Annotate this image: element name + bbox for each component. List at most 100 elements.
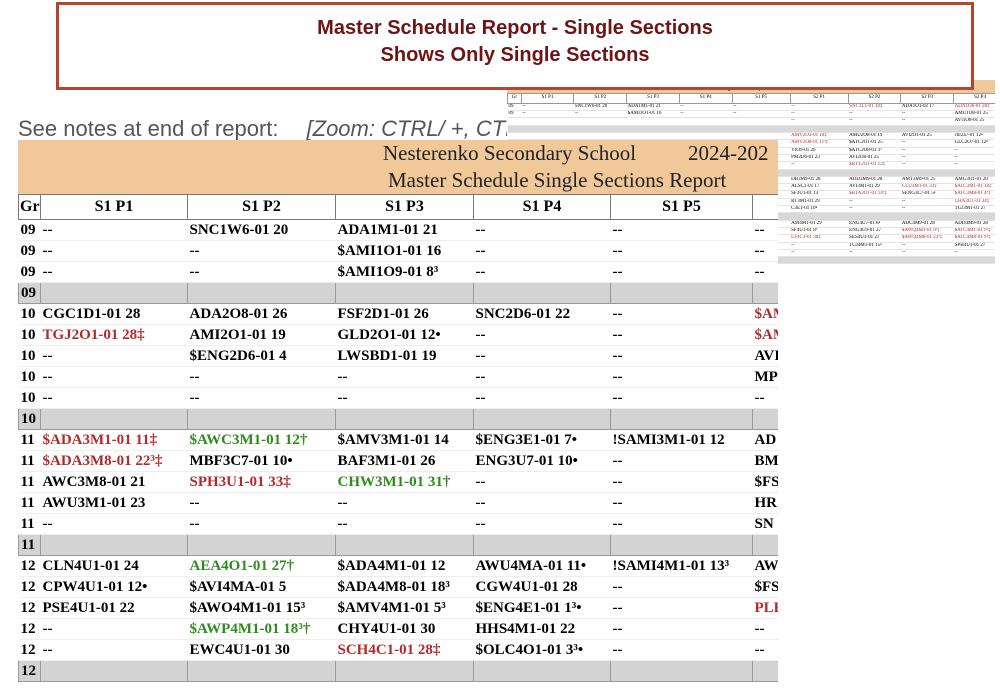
section: -- [610, 366, 753, 388]
empty-cell [610, 660, 753, 682]
grade: 11 [18, 429, 41, 451]
grade: 10 [18, 387, 41, 409]
empty-cell [752, 660, 778, 682]
column-header: S1 P1 [40, 194, 188, 220]
grade: 10 [18, 366, 41, 388]
header-row: Gr S1 P1 S1 P2 S1 P3 S1 P4 S1 P5 [18, 194, 778, 220]
section: SN [752, 513, 778, 535]
title: Master Schedule Report - Single Sections [317, 17, 713, 39]
empty-cell [521, 125, 574, 134]
thumb-column-header: S1 P3 [626, 92, 680, 104]
thumb-column-header: S1 P1 [520, 92, 575, 104]
school: Nesterenko Secondary School [383, 141, 637, 165]
row: 10 -- $ENG2D6-01 4 LWSBD1-01 19 -- -- AVI [18, 345, 778, 367]
section: PSE4U1-01 22 [40, 597, 188, 619]
thumb-section: -- [953, 161, 995, 170]
thumb-section: VIO9-01 26 [790, 147, 849, 155]
section: SNC2D6-01 22 [473, 303, 611, 325]
empty-cell [732, 117, 791, 126]
section: MBF3C7-01 10• [187, 450, 336, 472]
separator-row: 09 [18, 282, 778, 304]
thumb-section: -- [900, 147, 954, 155]
empty-cell [679, 117, 733, 126]
thumb-section: -- [790, 110, 849, 119]
row: 11 -- -- -- -- -- SN [18, 513, 778, 535]
section: -- [473, 324, 611, 346]
thumb-section: ADA1O1-02 17 [900, 103, 954, 112]
section: !SAMI3M1-01 12 [610, 429, 753, 451]
thumb-section: AMT3M9-01 25 [900, 176, 954, 185]
thumb-column-header: S1 P5 [731, 92, 791, 104]
section: SNC1W6-01 20 [187, 219, 336, 241]
section: $AMV3M1-01 14 [335, 429, 474, 451]
empty-cell [679, 132, 733, 141]
section: -- [610, 450, 753, 472]
empty-cell [790, 256, 849, 265]
grade: 09 [18, 282, 41, 304]
empty-cell [473, 282, 611, 304]
thumb-section: AMG3O1-01 20 [953, 176, 995, 185]
thumb-row: AMV2O1-01 18‡ AMU2O8-01 19 AVI2O1-01 25 chr… [507, 132, 995, 141]
thumb-section: -- [679, 110, 733, 119]
thumb-section: GLC2O7-01 12• [953, 139, 995, 148]
thumb-section: ADA1O8-01 28‡ [953, 103, 995, 112]
section: CHY4U1-01 30 [335, 618, 474, 640]
empty-cell [335, 282, 474, 304]
thumb-section: -- [521, 103, 574, 112]
row: 12 -- EWC4U1-01 30 SCH4C1-01 28‡ $OLC4O1-01 … [18, 639, 778, 661]
empty-cell [573, 125, 627, 134]
thumb-section: ADD4M9-01 28 [953, 220, 995, 228]
section: $ADA3M8-01 22³‡ [40, 450, 188, 472]
thumb-section: -- [790, 103, 849, 112]
section: -- [40, 366, 188, 388]
grade: 12 [18, 555, 41, 577]
grade: 12 [18, 576, 41, 598]
subtitle: Shows Only Single Sections [380, 44, 650, 66]
empty-cell [610, 534, 753, 556]
section: -- [610, 303, 753, 325]
section: -- [473, 240, 611, 262]
empty-cell [900, 256, 954, 265]
empty-cell [40, 660, 188, 682]
thumb-section: -- [790, 242, 849, 250]
thumb-section: $ATC4M8-01 9³‡ [953, 234, 995, 243]
grade: 09 [18, 219, 41, 241]
thumb-section: -- [848, 117, 901, 126]
grade: 10 [18, 345, 41, 367]
section: -- [610, 618, 753, 640]
section: -- [610, 576, 753, 598]
empty-cell [953, 256, 995, 265]
section: -- [752, 618, 778, 640]
row: 09 -- -- $AMI1O1-01 16 -- -- -- [18, 240, 778, 262]
section: $AM [752, 303, 778, 325]
empty-cell [848, 212, 901, 221]
empty-cell [335, 660, 474, 682]
thumb-section: ENG4U7-01 8• [848, 220, 901, 228]
thumb-column-header: S2 P2 [847, 92, 902, 104]
thumb-section: -- [732, 103, 791, 112]
empty-cell [573, 117, 627, 126]
thumb-section: ADD3M9-01 28 [848, 176, 901, 185]
empty-cell [679, 125, 733, 134]
thumb-section: TGJ3M1-01 27 [953, 205, 995, 214]
section: -- [473, 492, 611, 514]
thumb-section: -- [521, 110, 574, 119]
section: CGW4U1-01 28 [473, 576, 611, 598]
section: -- [610, 324, 753, 346]
empty-cell [848, 125, 901, 134]
empty-cell [521, 117, 574, 126]
grade: 10 [18, 324, 41, 346]
section: $ADA4M8-01 18³ [335, 576, 474, 598]
thumb-section: AVI1O8-01 25 [953, 117, 995, 126]
empty-cell [40, 282, 188, 304]
section: -- [187, 513, 336, 535]
thumb-section: SF4U1-01 8³ [790, 227, 849, 236]
thumb-section: CHA3U1-01 34‡ [953, 198, 995, 207]
section: -- [752, 639, 778, 661]
section: SCH4C1-01 28‡ [335, 639, 474, 661]
section: -- [187, 240, 336, 262]
empty-cell [790, 212, 849, 221]
thumb-section: $AWQ4M1-01 9³‡ [900, 227, 954, 236]
year: 2024-202 [688, 141, 769, 165]
